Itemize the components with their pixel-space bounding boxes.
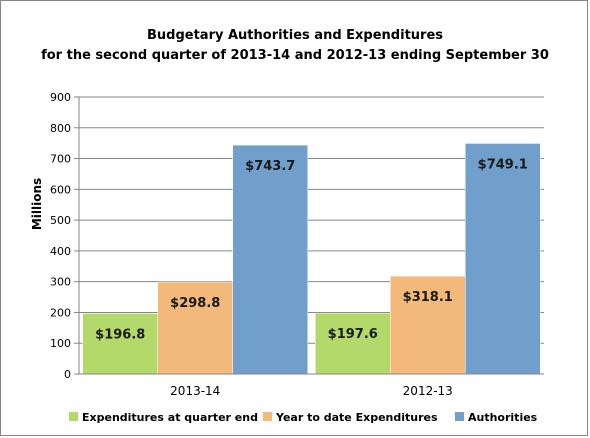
legend-swatch-0 xyxy=(69,412,78,421)
y-tick-label: 100 xyxy=(50,337,71,350)
data-label: $318.1 xyxy=(403,290,453,305)
y-tick-label: 900 xyxy=(50,91,71,104)
legend: Expenditures at quarter end Year to date … xyxy=(69,411,538,424)
axes xyxy=(78,97,544,375)
y-tick-label: 800 xyxy=(50,122,71,135)
y-axis-label: Millions xyxy=(30,178,44,230)
data-labels: $196.8 $197.6 $298.8 $318.1 $743.7 $749.1 xyxy=(95,157,528,342)
y-tick-label: 600 xyxy=(50,183,71,196)
bar-2012-13-series-0 xyxy=(315,312,391,375)
y-tick-label: 200 xyxy=(50,306,71,319)
chart-subtitle: for the second quarter of 2013-14 and 20… xyxy=(41,48,549,63)
legend-swatch-1 xyxy=(263,412,272,421)
bar-2013-14-series-0 xyxy=(82,313,158,375)
category-label: 2013-14 xyxy=(170,384,220,398)
y-tick-label: 500 xyxy=(50,214,71,227)
legend-label: Authorities xyxy=(468,411,538,424)
bar-2012-13-series-1 xyxy=(390,275,466,375)
data-label: $743.7 xyxy=(245,159,295,174)
gridlines xyxy=(79,96,544,344)
category-labels: 2013-14 2012-13 xyxy=(170,384,453,398)
y-tick-label: 300 xyxy=(50,276,71,289)
bar-2012-13-series-2 xyxy=(465,143,541,375)
bar-2013-14-series-2 xyxy=(232,144,308,375)
y-tick-label: 400 xyxy=(50,245,71,258)
legend-label: Year to date Expenditures xyxy=(275,411,438,424)
category-label: 2012-13 xyxy=(403,384,453,398)
data-label: $196.8 xyxy=(95,327,145,342)
data-label: $298.8 xyxy=(170,296,220,311)
legend-swatch-2 xyxy=(455,412,464,421)
y-tick-label: 700 xyxy=(50,153,71,166)
data-label: $749.1 xyxy=(478,157,528,172)
bar-2013-14-series-1 xyxy=(157,281,233,375)
bars xyxy=(82,143,541,375)
chart-title: Budgetary Authorities and Expenditures xyxy=(147,28,443,43)
y-tick-label: 0 xyxy=(64,368,71,381)
legend-label: Expenditures at quarter end xyxy=(82,411,258,424)
data-label: $197.6 xyxy=(328,327,378,342)
y-tick-labels: 0 100 200 300 400 500 600 700 800 900 xyxy=(50,91,79,381)
